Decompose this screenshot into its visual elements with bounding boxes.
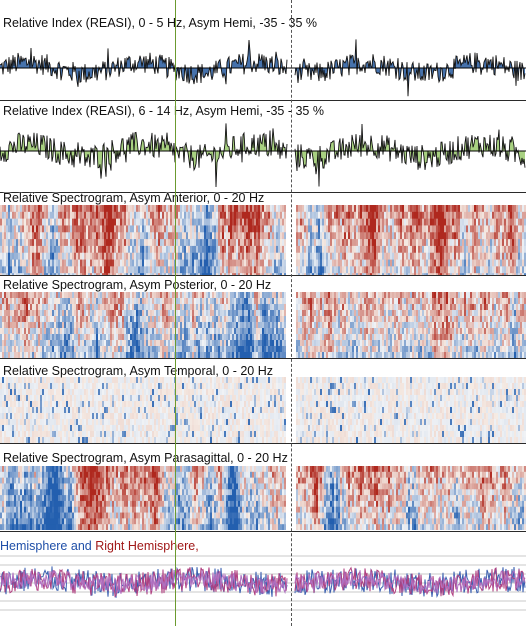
spectrogram-anterior-heatmap [0, 205, 526, 280]
spectrogram-temporal-panel: Relative Spectrogram, Asym Temporal, 0 -… [0, 359, 526, 443]
legend-right-hemisphere: Hemisphere [124, 539, 196, 553]
spectrogram-parasagittal-heatmap [0, 466, 526, 530]
panel-divider [0, 443, 526, 444]
legend-comma: , [195, 539, 199, 553]
panel-title: Relative Index (REASI), 0 - 5 Hz, Asym H… [3, 16, 317, 30]
hemisphere-trace [0, 555, 526, 611]
event-marker-line [291, 0, 292, 626]
time-cursor-line[interactable] [175, 0, 176, 626]
panel-divider [0, 531, 526, 532]
panel-divider [0, 100, 526, 101]
panel-divider [0, 358, 526, 359]
spectrogram-posterior-panel: Relative Spectrogram, Asym Posterior, 0 … [0, 276, 526, 358]
spectrogram-posterior-heatmap [0, 292, 526, 358]
panel-title: Relative Index (REASI), 6 - 14 Hz, Asym … [3, 104, 324, 118]
reasi-0-5-trace [0, 39, 526, 97]
panel-title: Relative Spectrogram, Asym Posterior, 0 … [3, 278, 272, 292]
panel-divider [0, 192, 526, 193]
panel-divider [0, 275, 526, 276]
panel-title: Relative Spectrogram, Asym Parasagittal,… [3, 451, 288, 465]
panel-title: Relative Spectrogram, Asym Anterior, 0 -… [3, 191, 265, 205]
spectrogram-temporal-heatmap [0, 377, 526, 443]
hemisphere-legend: Hemisphere and Right Hemisphere, [0, 539, 199, 553]
spectrogram-anterior-panel: Relative Spectrogram, Asym Anterior, 0 -… [0, 191, 526, 280]
spectrogram-parasagittal-panel: Relative Spectrogram, Asym Parasagittal,… [0, 444, 526, 531]
reasi-6-14-panel: Relative Index (REASI), 6 - 14 Hz, Asym … [0, 101, 526, 192]
legend-and: and [67, 539, 96, 553]
panel-title: Relative Spectrogram, Asym Temporal, 0 -… [3, 364, 274, 378]
reasi-0-5-panel: Relative Index (REASI), 0 - 5 Hz, Asym H… [0, 0, 526, 100]
legend-left-hemisphere: Hemisphere [0, 539, 68, 553]
legend-right-label: Right [95, 539, 125, 553]
reasi-6-14-trace [0, 123, 526, 188]
